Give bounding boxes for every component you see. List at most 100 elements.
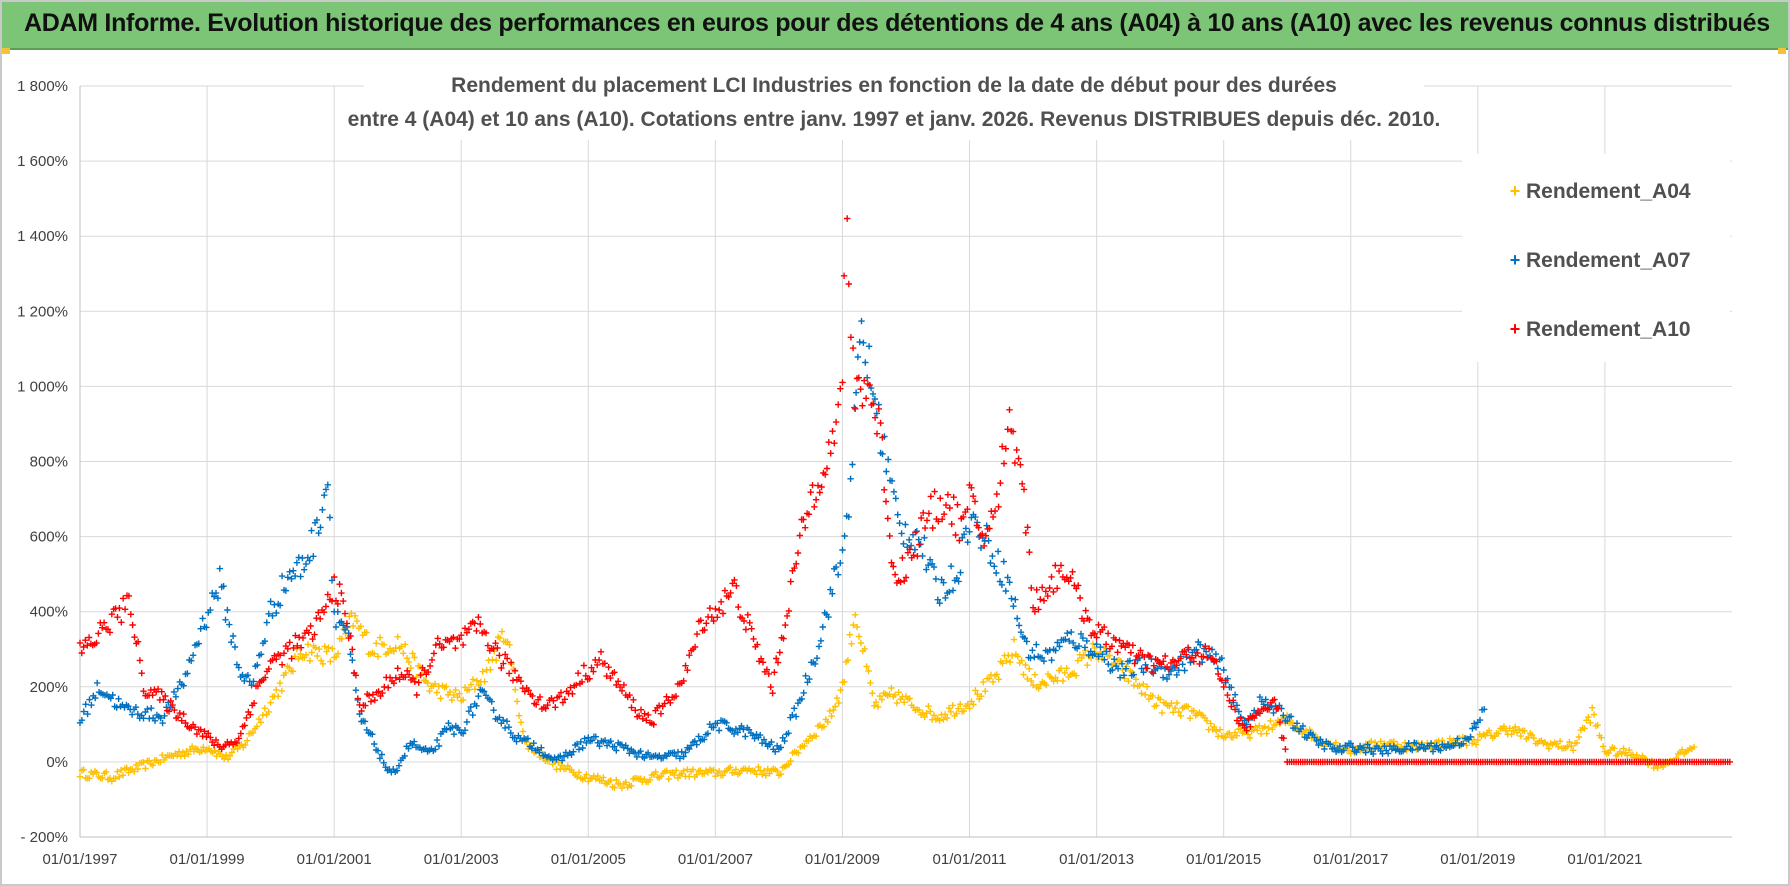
data-point [106,629,114,636]
data-point [1120,672,1128,679]
data-point [1006,406,1013,413]
data-point [824,718,831,726]
data-point [841,678,848,686]
data-point [957,569,964,576]
data-point [278,687,285,695]
data-point [852,389,860,396]
data-point [1015,455,1022,462]
data-point [777,744,784,751]
data-point [1181,667,1188,674]
data-point [944,491,952,498]
data-point [1233,702,1241,709]
data-point [394,665,401,672]
data-point [380,641,388,648]
data-point [324,481,331,488]
data-point [351,612,359,619]
data-point [708,614,715,621]
data-point [1471,720,1478,727]
data-point [719,610,727,617]
data-point [733,582,740,589]
data-point [469,711,476,719]
data-point [136,657,144,664]
data-point [1170,709,1177,716]
data-point [818,483,825,491]
data-point [906,546,913,553]
data-point [108,611,115,618]
data-point [886,691,893,698]
data-point [849,461,856,468]
data-point [80,708,87,715]
data-point [1024,675,1031,683]
data-point [515,674,523,681]
data-point [755,763,762,771]
data-point [929,524,936,532]
data-point [582,672,589,679]
data-point [822,471,829,478]
data-point [201,728,208,735]
data-point [888,559,895,566]
data-point [310,553,317,560]
data-point [793,560,800,567]
data-point [207,606,214,614]
data-point [1390,742,1397,750]
data-point [1211,723,1218,731]
data-point [220,583,227,590]
data-point [729,580,736,587]
data-point [331,573,338,581]
data-point [1063,665,1070,672]
data-point [672,767,680,774]
data-point [1130,671,1137,678]
data-point [792,713,800,720]
data-point [1183,651,1190,658]
data-point [1026,549,1033,556]
data-point [811,503,818,510]
data-point [274,693,282,700]
data-point [1037,596,1044,603]
data-point [1568,742,1575,750]
series-rendement-a10 [76,95,1291,766]
data-point [1515,726,1523,733]
data-point [511,667,519,674]
data-point [93,769,100,776]
data-point [750,635,757,643]
data-point [334,650,342,657]
data-point [882,498,890,505]
y-tick-label: 1 200% [17,303,68,320]
data-point [471,620,478,627]
data-point [742,626,750,633]
data-point [567,684,574,691]
data-point [297,644,305,651]
data-point [832,563,840,571]
page-title: ADAM Informe. Evolution historique des p… [24,9,1770,37]
data-point [789,711,796,719]
data-point [676,755,684,762]
data-point [469,676,477,683]
data-point [313,516,321,524]
data-point [1145,695,1153,703]
data-point [159,719,166,727]
data-point [479,668,486,675]
data-point [1022,529,1029,536]
data-point [1203,717,1211,725]
data-point [1069,568,1076,575]
data-point [434,635,441,642]
data-point [1222,677,1229,684]
data-point [753,771,760,778]
data-point [1207,720,1214,727]
data-point [1599,743,1607,750]
data-point [979,530,986,538]
data-point [1598,734,1605,741]
data-point [879,450,886,458]
data-point [1379,750,1386,757]
y-tick-label: 200% [30,679,68,696]
data-point [340,622,347,629]
data-point [888,684,895,692]
data-point [975,524,982,531]
data-point [851,404,858,411]
data-point [109,691,116,699]
y-tick-label: 1 000% [17,378,68,395]
data-point [802,524,809,531]
data-point [1543,741,1551,748]
data-point [195,640,202,647]
data-point [1315,741,1322,749]
